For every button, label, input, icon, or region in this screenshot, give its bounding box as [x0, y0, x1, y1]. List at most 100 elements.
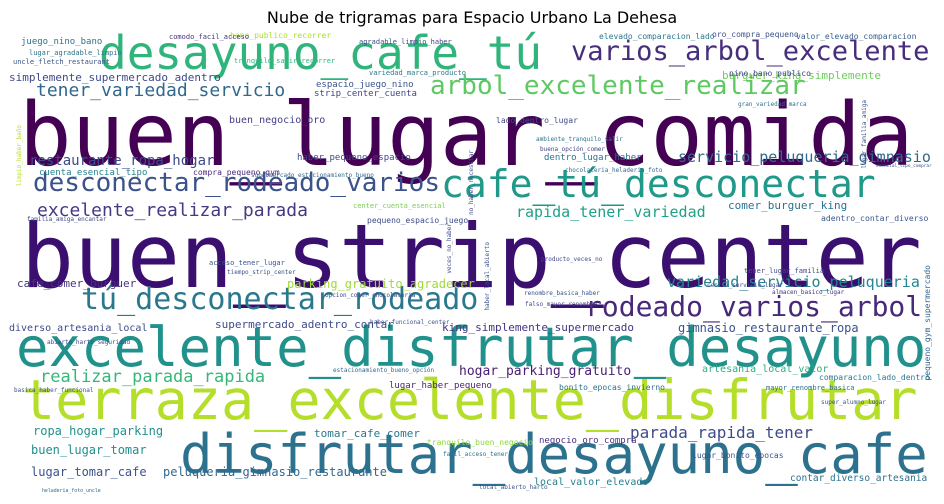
cloud-word: pequeno_espacio_juego — [367, 216, 469, 225]
cloud-word: tú_desconectar_rodeado — [81, 282, 479, 317]
cloud-word: peluqueria_gimnasio_restaurante — [163, 465, 387, 479]
cloud-word: buen_lugar_tomar — [31, 443, 147, 457]
cloud-word: nino_bano_publico — [729, 69, 811, 78]
cloud-word: agradable_limpio_haber — [359, 38, 452, 46]
cloud-word: buen_negocio_oro — [229, 115, 326, 126]
cloud-word: basica_haber_funcional — [14, 387, 94, 394]
wordcloud-canvas: buen_lugar_comida buen_strip_center terraz… — [9, 30, 934, 494]
cloud-word: excelente_disfrutar_desayuno — [16, 316, 927, 379]
cloud-word: lugar_bonito_epocas — [692, 451, 784, 460]
cloud-word: restaurante_ropa_hogar — [29, 153, 215, 169]
cloud-word: tranquilo_salir_recorrer — [234, 57, 336, 65]
cloud-word: realizar_parada_rapida — [40, 367, 266, 387]
cloud-word: valor_elevado_comparacion — [796, 32, 917, 41]
cloud-word: estacionamiento_bueno_opción — [333, 367, 435, 374]
cloud-word: tiempo_strip_center — [227, 269, 296, 276]
cloud-word: lado_dentro_lugar — [496, 116, 578, 125]
cloud-word: cafe_tú_desconectar — [441, 162, 876, 206]
cloud-word: tomar_cafe_comer — [314, 427, 420, 440]
cloud-word: local_abierto_harto — [479, 484, 548, 491]
cloud-word: contar_diverso_artesania — [790, 473, 928, 484]
cloud-word: oro_compra_pequeno — [712, 30, 799, 39]
cloud-word: heladeria_foto_uncle — [42, 488, 101, 494]
cloud-word: tranquilo_buen_negocio — [427, 438, 533, 447]
cloud-word: lugar_agradable_limpio — [29, 49, 122, 57]
cloud-word: mayor_renombre_basica — [766, 384, 855, 392]
cloud-word: renombre_basica_haber — [524, 290, 600, 297]
cloud-word: lugar_haber_pequeno — [389, 381, 492, 391]
cloud-word: buen_lugar_comida — [19, 84, 914, 186]
cloud-word: no_haber_necesitar — [468, 150, 475, 216]
cloud-word: acceso_tener_lugar — [209, 259, 285, 267]
cloud-word: simplemente_supermercado_adentro — [9, 71, 221, 84]
cloud-word: espacio_juego_nino — [316, 80, 414, 90]
cloud-word: familia_amiga_encantar — [27, 216, 107, 223]
cloud-word: bonito_epocas_invierno — [559, 383, 665, 392]
cloud-word: tener_variedad_servicio — [36, 80, 286, 101]
cloud-word: variedad_marca_producto — [369, 69, 466, 77]
cloud-word: negocio_oro_compra — [539, 436, 637, 446]
cloud-word: haber_local_abierto — [484, 242, 491, 311]
cloud-word: producto_veces_no — [541, 256, 603, 263]
cloud-word: cuenta_esencial_tipo — [39, 168, 148, 178]
cloud-word: juego_nino_bano — [21, 37, 103, 47]
cloud-word: compra_pequeno_gym — [193, 168, 280, 177]
cloud-word: rapida_tener_variedad — [516, 203, 706, 221]
cloud-word: parking_gratuito_agradecer — [287, 277, 475, 291]
cloud-word: buena_opción_comer — [540, 146, 606, 153]
cloud-word: parada_rapida_tener — [630, 423, 814, 442]
cloud-word: super_alumno_lugar — [821, 399, 887, 406]
cloud-word: dentro_lugar_haber — [544, 153, 642, 163]
cloud-word: adentro_contar_diverso — [821, 213, 929, 223]
cloud-word: cafe_comer_burguer — [17, 277, 137, 290]
cloud-word: facil_acceso_tener — [443, 451, 509, 458]
cloud-word: tener_lugar_familia — [744, 267, 825, 275]
cloud-word: lugar_tomar_cafe — [31, 465, 147, 479]
cloud-word: opcion_comer_chocolateria — [325, 292, 416, 299]
cloud-word: servicio_peluqueria_gimnasio — [678, 148, 931, 166]
cloud-word: veces_no_haber — [446, 223, 453, 274]
cloud-word: pequeno_gym_supermercado — [923, 265, 932, 381]
figure-title: Nube de trigramas para Espacio Urbano La… — [266, 8, 678, 27]
cloud-word: bano_publico_recorrer — [230, 31, 332, 40]
cloud-word: arbol_excelente_realizar — [430, 71, 806, 101]
cloud-word: comer_burguer_king — [728, 199, 848, 212]
cloud-word: artesania_local_valor — [702, 364, 829, 375]
cloud-word: hogar_parking_gratuito — [459, 364, 632, 379]
cloud-word: strip_center_cuenta — [314, 89, 417, 99]
cloud-word: king_simplemente_supermercado — [442, 321, 635, 334]
cloud-word: local_valor_elevado — [534, 477, 649, 488]
cloud-word: gran_variedad_marca — [738, 101, 807, 108]
cloud-word: rodeado_varios_arbol — [585, 290, 923, 323]
cloud-word: abierto_harto_seguridad — [47, 339, 131, 346]
cloud-word: almacen_basico_lugar — [772, 289, 845, 296]
cloud-word: uncle_fletch_restaurant — [13, 58, 110, 66]
cloud-word: chocolateria_heladeria_foto — [565, 167, 663, 174]
cloud-word: desayuno_cafe_tú — [99, 26, 543, 80]
cloud-word: supermercado_adentro_contar — [215, 318, 394, 331]
cloud-word: buen_strip_center — [21, 205, 922, 308]
cloud-word: disfrutar_desayuno_cafe — [180, 423, 928, 486]
cloud-word: variedad_servicio_peluqueria — [667, 273, 920, 291]
cloud-word: desconectar_rodeado_varios — [33, 168, 440, 198]
cloud-word: comodo_facil_acceso — [169, 33, 250, 41]
cloud-word: haber_pequeno_espacio — [297, 153, 411, 163]
cloud-word: esencial_tipo_comprar — [876, 164, 932, 169]
cloud-word: falso_mayor_renombre — [525, 301, 598, 308]
cloud-word: ambiente_tranquilo_salir — [536, 136, 623, 143]
cloud-word: supermercado_estacionamiento_bueno — [251, 172, 374, 179]
cloud-word: excelente_realizar_parada — [37, 200, 308, 221]
cloud-word: centro_servicio_lugar — [707, 282, 783, 289]
cloud-word: comparacion_lado_dentro — [819, 373, 930, 382]
cloud-word: diverso_artesania_local — [9, 323, 148, 334]
cloud-word: limpio_haber_baño — [16, 125, 23, 187]
cloud-word: ropa_hogar_parking — [33, 424, 164, 438]
cloud-word: varios_arbol_excelente — [571, 36, 930, 67]
cloud-word: burguer_king_simplemente — [722, 69, 881, 82]
cloud-word: center_cuenta_esencial — [353, 202, 446, 210]
cloud-word: gimnasio_restaurante_ropa — [678, 321, 859, 335]
cloud-word: haber_funcional_center — [370, 319, 450, 326]
cloud-word: lugar_familia_amiga — [861, 100, 868, 169]
cloud-word: elevado_comparacion_lado — [599, 32, 715, 41]
